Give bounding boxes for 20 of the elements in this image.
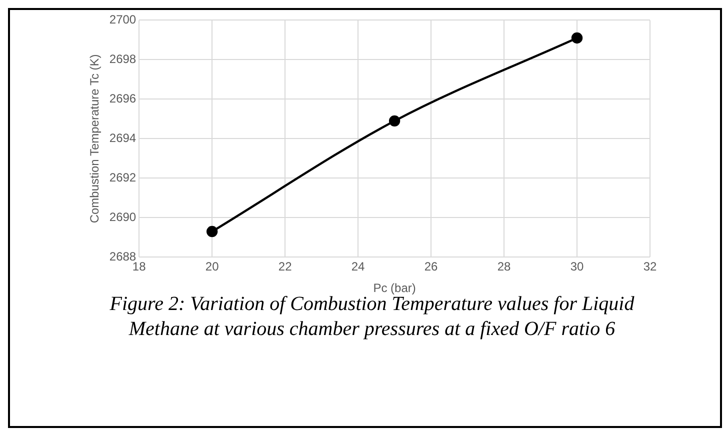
y-tick-label: 2692 (109, 170, 136, 185)
y-tick-label: 2698 (109, 52, 136, 66)
x-tick-label: 32 (643, 260, 657, 274)
point (206, 226, 218, 238)
y-tick-label: 2690 (109, 210, 136, 224)
x-tick-label: 30 (570, 260, 584, 274)
x-axis-title: Pc (bar) (373, 281, 416, 296)
x-tick-label: 26 (424, 260, 438, 274)
y-tick-label: 2696 (109, 92, 136, 106)
x-tick-label: 24 (351, 260, 366, 274)
x-tick-label: 22 (278, 260, 292, 274)
x-tick-label: 28 (497, 260, 512, 274)
y-axis-title: Combustion Temperature Tc (K) (88, 54, 102, 224)
y-tick-label: 2700 (109, 12, 136, 27)
x-tick-label: 18 (132, 260, 146, 274)
caption: Figure 2: Variation of Combustion Temperature values for Liquid Methane at various chamber pressures at a fixed O/F ratio 6 (108, 293, 636, 342)
point (571, 32, 583, 44)
x-tick-label: 20 (205, 260, 220, 274)
point (388, 115, 400, 127)
y-tick-label: 2694 (109, 131, 136, 146)
